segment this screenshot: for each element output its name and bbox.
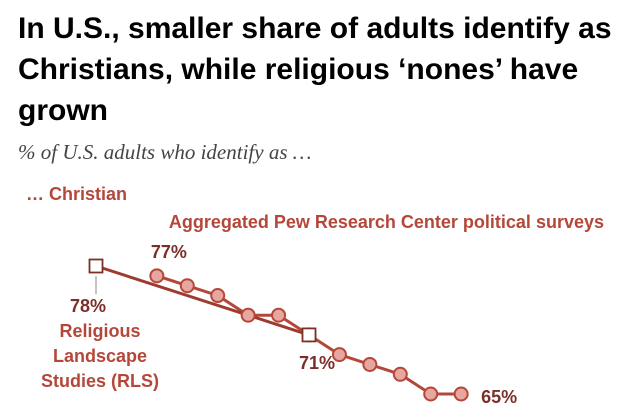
- data-markers: [88, 258, 469, 402]
- pew-point-10: [453, 386, 469, 402]
- panel-label: … Christian: [26, 184, 127, 204]
- series-label-rls-line-2: Landscape: [53, 346, 147, 366]
- data-label-2: 78%: [70, 296, 106, 316]
- series-label-rls-line-3: Studies (RLS): [41, 371, 159, 391]
- pew-point-1: [179, 278, 195, 294]
- data-label-0: 77%: [151, 242, 187, 262]
- pew-point-6: [331, 347, 347, 363]
- rls-point-1: [301, 327, 317, 343]
- series-line-rls: [94, 264, 311, 337]
- pew-point-0: [149, 268, 165, 284]
- pew-point-7: [362, 356, 378, 372]
- data-labels: 77% 65% 78% 71%: [70, 242, 517, 407]
- pew-point-3: [240, 307, 256, 323]
- pew-point-4: [271, 307, 287, 323]
- chart-subtitle: % of U.S. adults who identify as …: [18, 140, 312, 164]
- series-label-pew: Aggregated Pew Research Center political…: [169, 212, 604, 232]
- series-label-rls: Religious Landscape Studies (RLS): [41, 321, 159, 391]
- pew-point-2: [210, 288, 226, 304]
- pew-point-9: [423, 386, 439, 402]
- rls-point-0: [88, 258, 104, 274]
- data-label-1: 65%: [481, 387, 517, 407]
- series-label-rls-line-1: Religious: [59, 321, 140, 341]
- data-label-3: 71%: [299, 353, 335, 373]
- pew-point-8: [392, 366, 408, 382]
- chart-title: In U.S., smaller share of adults identif…: [18, 12, 612, 127]
